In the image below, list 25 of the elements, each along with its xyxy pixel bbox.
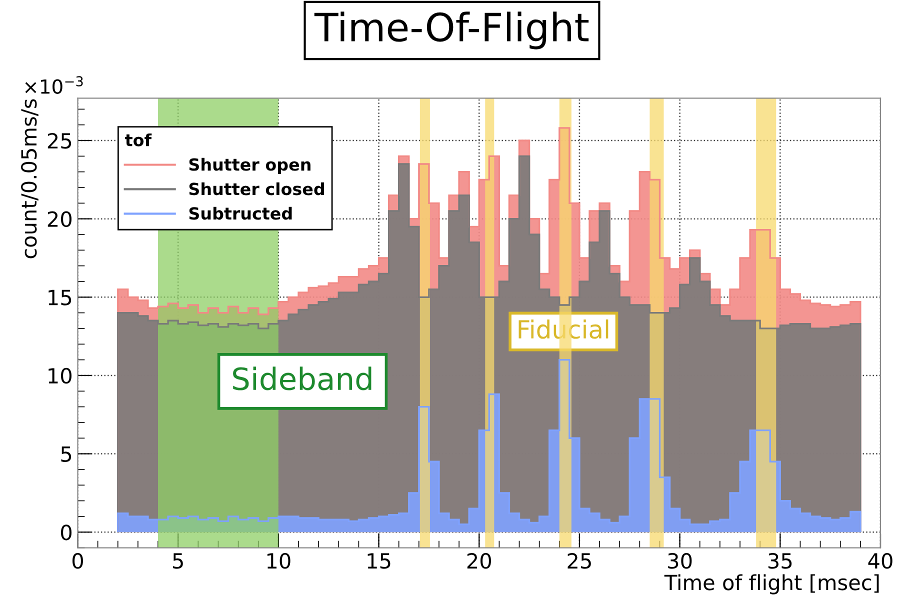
legend-label: Shutter open <box>189 158 310 174</box>
y-tick-label: 20 <box>48 211 72 228</box>
x-tick-label: 20 <box>467 553 491 569</box>
chart-title: Time-Of-Flight <box>314 12 589 50</box>
x-tick-label: 0 <box>72 553 83 569</box>
y-tick-label: 25 <box>48 132 72 149</box>
x-tick-label: 35 <box>768 553 792 569</box>
y-axis-title: count/0.05ms/s <box>21 99 38 258</box>
legend-label: Subtructed <box>189 206 292 220</box>
x-tick-label: 10 <box>267 553 290 569</box>
x-tick-label: 30 <box>668 553 692 569</box>
x-tick-label: 5 <box>173 553 183 569</box>
x-tick-label: 25 <box>568 553 591 569</box>
y-tick-label: 10 <box>48 368 72 384</box>
legend-title: tof <box>125 133 152 146</box>
y-tick-label: 15 <box>48 290 72 306</box>
band-label: Sideband <box>233 366 372 390</box>
y-tick-label: 5 <box>61 446 72 462</box>
legend-label: Shutter closed <box>189 182 324 196</box>
y-tick-label: 0 <box>61 524 72 540</box>
x-axis-title: Time of flight [msec] <box>664 574 879 594</box>
x-tick-label: 15 <box>368 553 390 569</box>
text: ×10$^{−3}$ <box>25 76 83 94</box>
annotation: Fiducial <box>518 319 608 339</box>
x-tick-label: 40 <box>868 553 892 569</box>
